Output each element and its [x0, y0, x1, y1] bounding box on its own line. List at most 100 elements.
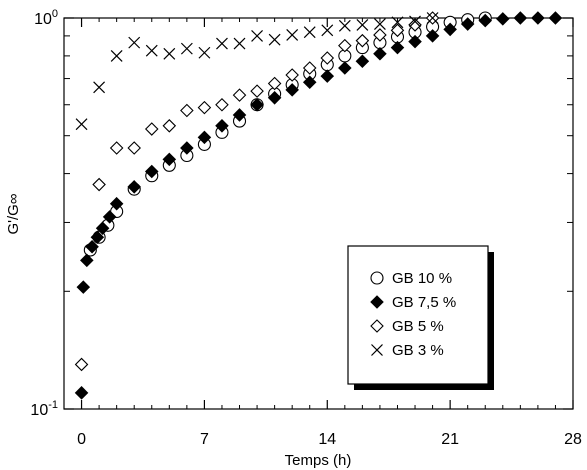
data-point: [355, 33, 370, 48]
x-tick-label: 7: [200, 431, 209, 448]
data-point: [391, 16, 404, 29]
data-point: [267, 91, 282, 105]
series-filled-diamond: [74, 11, 563, 400]
x-tick-label: 28: [564, 431, 582, 448]
data-point: [162, 119, 177, 133]
data-point: [74, 357, 89, 372]
y-tick-label: 10-1: [30, 399, 58, 419]
data-point: [180, 42, 193, 55]
data-point: [251, 29, 263, 42]
data-point: [102, 210, 117, 224]
data-point: [285, 83, 299, 97]
data-point: [90, 230, 105, 244]
data-point: [250, 84, 264, 98]
data-point: [548, 11, 563, 25]
series-x: [75, 12, 439, 131]
data-point: [302, 61, 317, 75]
legend-box: [347, 245, 489, 385]
data-point: [374, 18, 386, 30]
data-point: [144, 122, 159, 136]
data-point: [92, 177, 106, 192]
data-point: [144, 164, 159, 179]
data-point: [338, 38, 352, 53]
x-tick-label: 21: [441, 431, 459, 448]
data-point: [443, 22, 457, 37]
data-point: [216, 37, 228, 50]
data-point: [197, 100, 212, 115]
x-tick-label: 14: [318, 431, 336, 448]
data-point: [478, 13, 493, 28]
data-point: [409, 15, 421, 28]
plot-frame: [63, 17, 574, 410]
x-tick-label: 0: [77, 431, 86, 448]
legend-marker: [371, 344, 383, 356]
data-point: [76, 280, 91, 294]
data-point: [320, 69, 335, 83]
data-point: [163, 47, 176, 60]
data-point: [355, 54, 370, 69]
data-point: [233, 37, 246, 50]
y-tick-label: 100: [34, 8, 58, 28]
legend-marker: [370, 319, 384, 333]
legend-marker: [370, 271, 384, 285]
data-point: [145, 44, 158, 57]
data-point: [408, 34, 422, 49]
series-open-circle: [83, 11, 492, 257]
data-point: [303, 26, 316, 39]
data-point: [321, 24, 334, 37]
data-point: [109, 196, 124, 211]
data-point: [338, 61, 352, 75]
legend-label: GB 3 %: [392, 342, 444, 359]
data-point: [373, 28, 387, 42]
data-point: [74, 386, 89, 400]
data-point: [95, 221, 110, 235]
data-point: [338, 19, 351, 32]
data-point: [425, 29, 440, 43]
data-point: [232, 108, 247, 122]
series-open-diamond: [74, 11, 440, 372]
data-point: [390, 23, 405, 38]
y-axis-ticks: 10-1 100: [30, 8, 573, 419]
data-point: [390, 40, 405, 55]
data-point: [109, 141, 124, 155]
data-point: [80, 253, 94, 268]
data-point: [250, 97, 264, 112]
data-point: [373, 47, 387, 61]
data-point: [232, 88, 247, 102]
legend-label: GB 5 %: [392, 318, 444, 335]
data-point: [285, 68, 299, 82]
legend-marker: [370, 295, 384, 309]
x-axis-ticks: 0 7 14 21 28: [77, 18, 582, 448]
data-point: [215, 119, 229, 133]
data-point: [531, 11, 545, 25]
x-axis-title: Temps (h): [285, 452, 352, 469]
data-point: [460, 17, 475, 31]
data-point: [267, 76, 282, 91]
data-point: [302, 75, 317, 90]
data-point: [356, 19, 369, 31]
data-point: [426, 12, 439, 24]
data-point: [496, 12, 510, 26]
data-point: [93, 81, 106, 94]
y-axis-title: G'/G∞: [5, 193, 22, 234]
data-point: [75, 118, 88, 131]
data-point: [320, 51, 335, 65]
data-point: [127, 180, 141, 194]
data-point: [127, 141, 141, 155]
data-point: [197, 130, 212, 145]
data-point: [286, 29, 299, 41]
data-point: [268, 33, 281, 46]
data-point: [180, 141, 194, 155]
data-point: [180, 103, 194, 118]
data-point: [85, 239, 99, 254]
legend-label: GB 10 %: [392, 270, 452, 287]
data-point: [162, 152, 177, 167]
data-points: [74, 11, 563, 400]
data-point: [513, 11, 528, 25]
data-point: [408, 18, 422, 32]
data-point: [128, 36, 141, 49]
data-point: [110, 49, 123, 62]
legend: GB 10 % GB 7,5 % GB 5 % GB 3 %: [347, 245, 494, 390]
legend-label: GB 7,5 %: [392, 294, 456, 311]
